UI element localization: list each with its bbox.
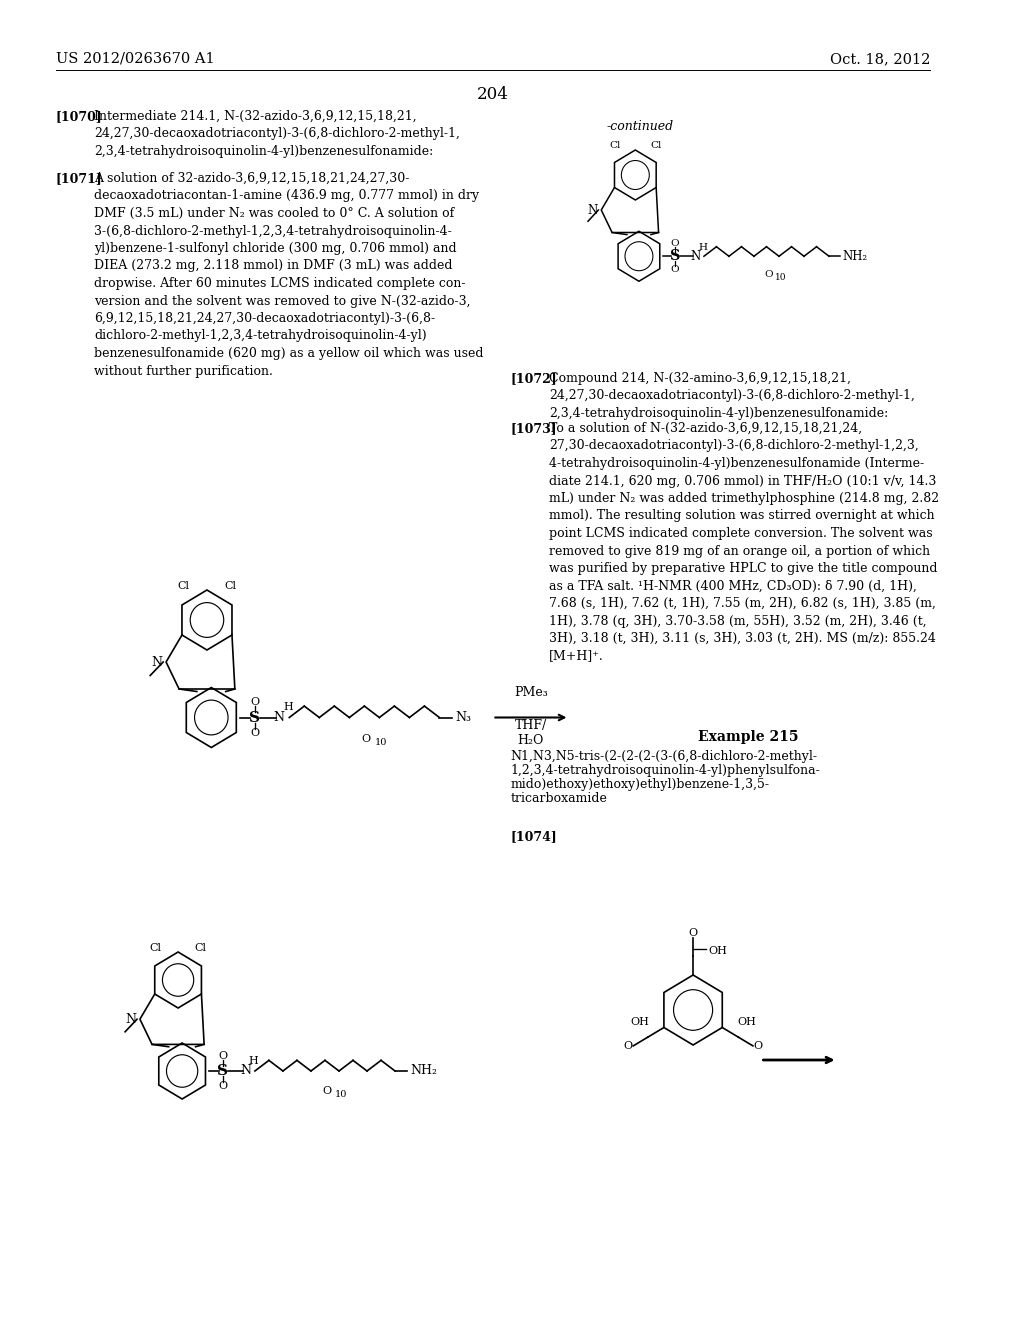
- Text: H: H: [283, 702, 293, 711]
- Text: O: O: [688, 928, 697, 937]
- Text: Cl: Cl: [609, 141, 621, 150]
- Text: O: O: [250, 697, 259, 708]
- Text: O: O: [764, 271, 773, 279]
- Text: A solution of 32-azido-3,6,9,12,15,18,21,24,27,30-
decaoxadotriacontan-1-amine (: A solution of 32-azido-3,6,9,12,15,18,21…: [94, 172, 483, 378]
- Text: O: O: [323, 1086, 332, 1096]
- Text: 1,2,3,4-tetrahydroisoquinolin-4-yl)phenylsulfona-: 1,2,3,4-tetrahydroisoquinolin-4-yl)pheny…: [510, 764, 820, 777]
- Text: N: N: [240, 1064, 251, 1077]
- Text: 10: 10: [375, 738, 387, 747]
- Text: NH₂: NH₂: [843, 249, 867, 263]
- Text: O: O: [671, 239, 679, 248]
- Text: Cl: Cl: [650, 141, 662, 150]
- Text: OH: OH: [709, 945, 727, 956]
- Text: [1073]: [1073]: [510, 422, 557, 436]
- Text: Cl: Cl: [224, 581, 237, 591]
- Text: THF/: THF/: [515, 719, 547, 733]
- Text: PMe₃: PMe₃: [514, 686, 548, 700]
- Text: [1072]: [1072]: [510, 372, 557, 385]
- Text: tricarboxamide: tricarboxamide: [510, 792, 607, 805]
- Text: N₃: N₃: [456, 711, 471, 723]
- Text: N: N: [273, 711, 285, 723]
- Text: Compound 214, N-(32-amino-3,6,9,12,15,18,21,
24,27,30-decaoxadotriacontyl)-3-(6,: Compound 214, N-(32-amino-3,6,9,12,15,18…: [549, 372, 914, 420]
- Text: Intermediate 214.1, N-(32-azido-3,6,9,12,15,18,21,
24,27,30-decaoxadotriacontyl): Intermediate 214.1, N-(32-azido-3,6,9,12…: [94, 110, 460, 158]
- Text: H: H: [698, 243, 708, 252]
- Text: US 2012/0263670 A1: US 2012/0263670 A1: [56, 51, 214, 66]
- Text: 204: 204: [477, 86, 509, 103]
- Text: N: N: [690, 249, 700, 263]
- Text: O: O: [250, 729, 259, 738]
- Text: Cl: Cl: [177, 581, 189, 591]
- Text: S: S: [249, 710, 260, 725]
- Text: [1074]: [1074]: [510, 830, 557, 843]
- Text: O: O: [671, 265, 679, 273]
- Text: OH: OH: [737, 1016, 756, 1027]
- Text: [1071]: [1071]: [56, 172, 102, 185]
- Text: To a solution of N-(32-azido-3,6,9,12,15,18,21,24,
27,30-decaoxadotriacontyl)-3-: To a solution of N-(32-azido-3,6,9,12,15…: [549, 422, 939, 663]
- Text: H: H: [249, 1056, 258, 1067]
- Text: O: O: [218, 1052, 227, 1061]
- Text: N: N: [125, 1012, 136, 1026]
- Text: O: O: [754, 1041, 763, 1051]
- Text: S: S: [670, 249, 680, 263]
- Text: Example 215: Example 215: [697, 730, 798, 744]
- Text: S: S: [217, 1064, 228, 1078]
- Text: NH₂: NH₂: [410, 1064, 437, 1077]
- Text: Cl: Cl: [195, 942, 207, 953]
- Text: H₂O: H₂O: [518, 734, 544, 747]
- Text: N: N: [152, 656, 162, 668]
- Text: mido)ethoxy)ethoxy)ethyl)benzene-1,3,5-: mido)ethoxy)ethoxy)ethyl)benzene-1,3,5-: [510, 777, 769, 791]
- Text: O: O: [361, 734, 371, 744]
- Text: N1,N3,N5-tris-(2-(2-(2-(3-(6,8-dichloro-2-methyl-: N1,N3,N5-tris-(2-(2-(2-(3-(6,8-dichloro-…: [510, 750, 817, 763]
- Text: O: O: [218, 1081, 227, 1090]
- Text: 10: 10: [775, 272, 786, 281]
- Text: Oct. 18, 2012: Oct. 18, 2012: [829, 51, 930, 66]
- Text: OH: OH: [630, 1016, 649, 1027]
- Text: [1070]: [1070]: [56, 110, 102, 123]
- Text: -continued: -continued: [606, 120, 674, 133]
- Text: Cl: Cl: [150, 942, 162, 953]
- Text: N: N: [587, 203, 597, 216]
- Text: O: O: [624, 1041, 633, 1051]
- Text: 10: 10: [335, 1090, 347, 1100]
